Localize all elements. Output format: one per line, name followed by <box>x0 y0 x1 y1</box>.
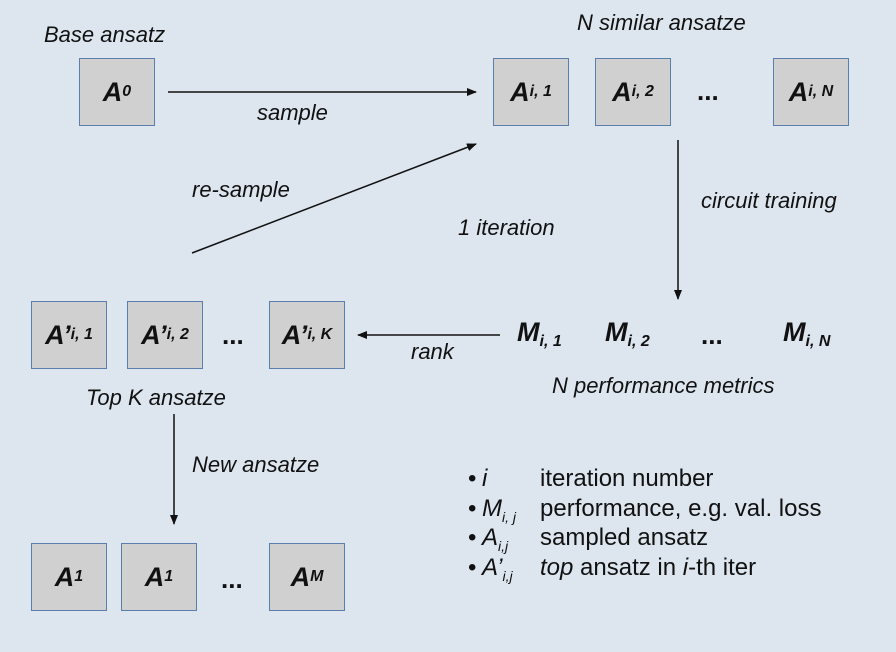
bullet: • <box>468 494 477 522</box>
box-sub: i, 2 <box>166 326 189 343</box>
legend-desc: iteration number <box>540 465 714 492</box>
box-main: A <box>144 561 165 592</box>
metric-1: Mi, 1 <box>517 317 562 351</box>
box-main: A <box>788 76 809 107</box>
box-main: A <box>612 76 632 107</box>
new-ansatze-label: New ansatze <box>192 452 320 477</box>
resample-arrow <box>191 143 477 254</box>
top-ansatz-box-1: A’ i, 1 <box>31 301 107 369</box>
legend-item: • Mi, j performance, e.g. val. loss <box>468 495 821 525</box>
box-main: A <box>54 561 75 592</box>
n-similar-label: N similar ansatze <box>577 10 746 35</box>
ellipsis-new: ... <box>221 564 243 594</box>
box-sub: M <box>310 568 324 585</box>
box-sub: 1 <box>164 568 174 585</box>
box-main: A’ <box>45 319 71 350</box>
metric-sub: i, 2 <box>627 333 650 350</box>
box-sub: i, K <box>307 326 333 343</box>
bullet: • <box>468 465 477 492</box>
legend-item: • Ai,j sampled ansatz <box>468 524 821 554</box>
metric-sub: i, N <box>805 333 831 350</box>
metric-main: M <box>605 317 628 347</box>
ellipsis-top-k: ... <box>222 320 244 350</box>
legend-desc: sampled ansatz <box>540 524 709 551</box>
metric-main: M <box>783 317 806 347</box>
resample-label: re-sample <box>192 177 290 202</box>
rank-label: rank <box>411 339 454 364</box>
box-sub: 0 <box>122 83 132 100</box>
metric-main: M <box>517 317 540 347</box>
ellipsis-top: ... <box>697 76 719 106</box>
metric-2: Mi, 2 <box>605 317 650 351</box>
base-ansatz-label: Base ansatz <box>44 22 166 47</box>
box-sub: i, 2 <box>631 83 654 100</box>
box-main: A’ <box>141 319 167 350</box>
box-sub: 1 <box>74 568 84 585</box>
sample-label: sample <box>257 100 328 125</box>
bullet: • <box>468 553 477 581</box>
box-sub: i, 1 <box>529 83 552 100</box>
legend-symbol: i <box>482 465 488 492</box>
bullet: • <box>468 524 477 551</box>
legend: • i iteration number • Mi, j performance… <box>468 465 821 583</box>
box-main: A <box>290 561 311 592</box>
iteration-label: 1 iteration <box>458 215 555 240</box>
top-ansatz-box-k: A’ i, K <box>269 301 345 369</box>
top-k-label: Top K ansatze <box>86 385 226 410</box>
box-main: A <box>102 76 123 107</box>
legend-symbol: Ai,j <box>482 524 509 554</box>
box-sub: i, 1 <box>70 326 93 343</box>
legend-item: • i iteration number <box>468 465 821 495</box>
top-ansatz-box-2: A’ i, 2 <box>127 301 203 369</box>
legend-symbol: Mi, j <box>482 494 516 525</box>
circuit-training-label: circuit training <box>701 188 837 213</box>
legend-item: • A’i,j top ansatz in i-th iter <box>468 554 821 584</box>
metric-sub: i, 1 <box>539 333 562 350</box>
legend-desc: performance, e.g. val. loss <box>540 494 822 522</box>
legend-symbol: A’i,j <box>482 553 513 584</box>
box-main: A’ <box>281 319 308 350</box>
box-sub: i, N <box>808 83 834 100</box>
ellipsis-metrics: ... <box>701 320 723 350</box>
metric-n: Mi, N <box>783 317 830 351</box>
legend-desc: top ansatz in i-th iter <box>540 553 757 581</box>
n-performance-label: N performance metrics <box>552 373 775 398</box>
box-main: A <box>510 76 530 107</box>
